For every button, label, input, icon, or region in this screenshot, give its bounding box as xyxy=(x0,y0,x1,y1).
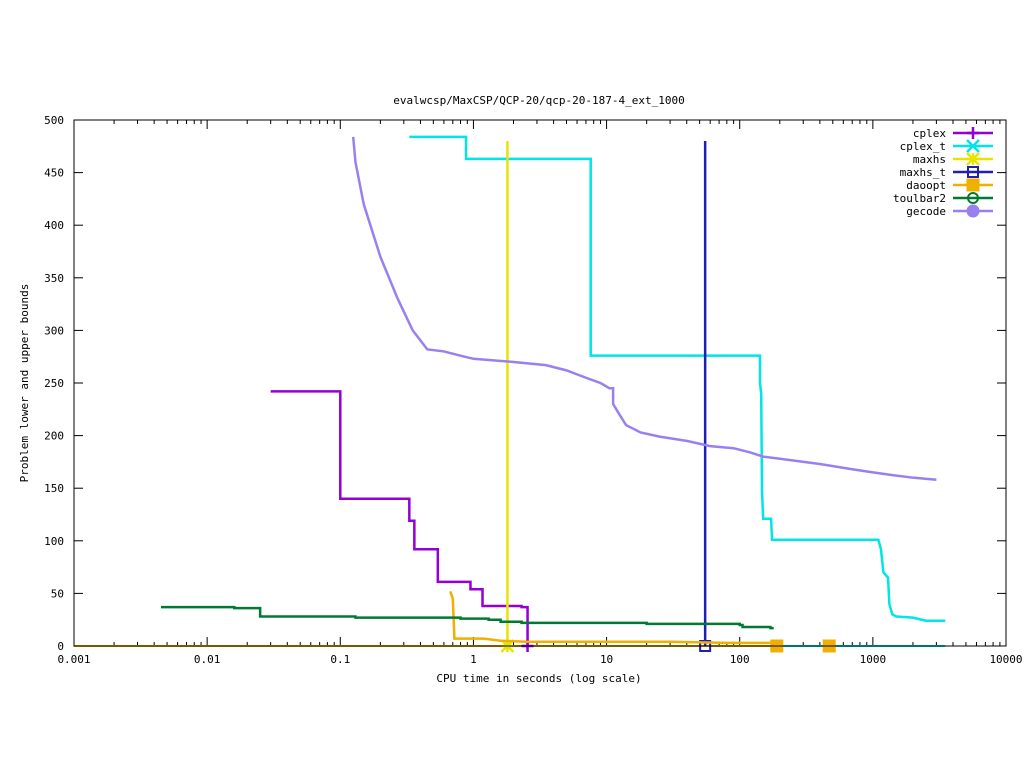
legend-label-daoopt: daoopt xyxy=(906,179,946,192)
series-line-cplex_t xyxy=(409,135,946,622)
y-tick-label: 0 xyxy=(57,640,64,653)
series-line-toulbar2 xyxy=(160,605,774,630)
legend: cplexcplex_tmaxhsmaxhs_tdaoopttoulbar2ge… xyxy=(893,127,993,218)
legend-label-cplex: cplex xyxy=(913,127,946,140)
y-tick-label: 400 xyxy=(44,219,64,232)
legend-label-cplex_t: cplex_t xyxy=(900,140,946,153)
series-toulbar2 xyxy=(160,605,774,630)
y-tick-label: 250 xyxy=(44,377,64,390)
legend-label-toulbar2: toulbar2 xyxy=(893,192,946,205)
x-tick-label: 0.001 xyxy=(57,653,90,666)
x-tick-label: 0.01 xyxy=(194,653,221,666)
legend-marker-daoopt xyxy=(966,178,980,192)
x-tick-label: 1000 xyxy=(860,653,887,666)
y-tick-label: 150 xyxy=(44,482,64,495)
legend-marker-toulbar2 xyxy=(967,192,979,204)
y-tick-label: 50 xyxy=(51,587,64,600)
legend-label-gecode: gecode xyxy=(906,205,946,218)
x-tick-label: 10 xyxy=(600,653,613,666)
series-line-cplex xyxy=(270,390,529,646)
y-tick-label: 350 xyxy=(44,272,64,285)
x-axis-label: CPU time in seconds (log scale) xyxy=(436,672,641,685)
x-tick-label: 100 xyxy=(730,653,750,666)
series-gecode xyxy=(351,136,937,482)
y-axis-label: Problem lower and upper bounds xyxy=(18,284,31,483)
series-cplex_t xyxy=(409,135,946,622)
legend-marker-gecode xyxy=(966,204,980,218)
y-tick-label: 200 xyxy=(44,430,64,443)
y-tick-label: 300 xyxy=(44,324,64,337)
x-tick-label: 10000 xyxy=(989,653,1022,666)
legend-label-maxhs: maxhs xyxy=(913,153,946,166)
plot-frame xyxy=(73,119,1007,647)
legend-marker-maxhs_t xyxy=(967,166,979,178)
axis-ticks: 0.001 0.01 0.1 1 10 100 1000 10000 0 50 100 150 200 2… xyxy=(44,114,1022,666)
y-tick-label: 500 xyxy=(44,114,64,127)
legend-marker-cplex_t xyxy=(966,139,980,153)
legend-marker-maxhs xyxy=(966,152,980,166)
chart-title: evalwcsp/MaxCSP/QCP-20/qcp-20-187-4_ext_… xyxy=(393,94,684,107)
x-tick-label: 0.1 xyxy=(330,653,350,666)
series-line-gecode xyxy=(351,136,937,482)
y-tick-label: 450 xyxy=(44,167,64,180)
x-tick-label: 1 xyxy=(470,653,477,666)
y-tick-label: 100 xyxy=(44,535,64,548)
legend-marker-cplex xyxy=(967,127,979,139)
legend-label-maxhs_t: maxhs_t xyxy=(900,166,946,179)
